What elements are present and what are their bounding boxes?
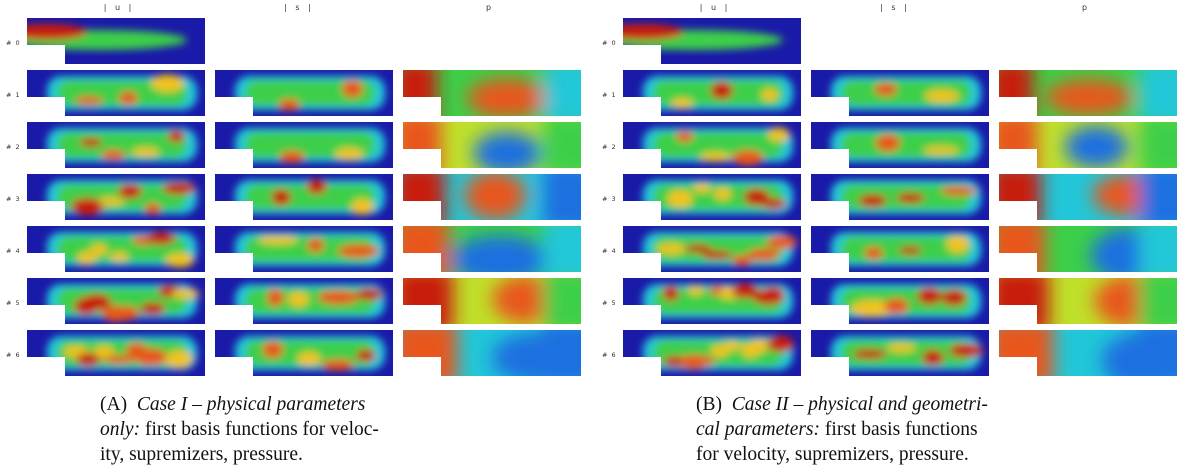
field-supremizer-mode-1 (215, 70, 393, 116)
field-supremizer-mode-4 (215, 226, 393, 272)
field-velocity-mode-2 (27, 122, 205, 168)
field-velocity-mode-0 (27, 18, 205, 64)
field-velocity-mode-4 (27, 226, 205, 272)
caption-b: (B) Case II – physical and geometri- cal… (696, 392, 1136, 467)
panel-b: | u | | s | p # 0 # 1 # 2 # 3 # 4 # 5 # 6 (B) … (596, 0, 1192, 473)
panel-a: | u | | s | p # 0 # 1 # 2 # 3 # 4 # 5 # 6 (A) … (6, 3, 581, 467)
field-supremizer-mode-5 (215, 278, 393, 324)
column-header-pressure: p (485, 3, 495, 12)
field-velocity-mode-4 (623, 226, 801, 272)
caption-a-text-end: ity, supremizers, pressure. (100, 444, 303, 465)
column-header-supremizer: | s | (284, 3, 314, 12)
row-label-mode-4: # 4 (602, 247, 617, 255)
field-pressure-mode-5 (999, 278, 1177, 324)
field-velocity-mode-5 (623, 278, 801, 324)
caption-a-text: first basis functions for veloc- (140, 419, 379, 440)
field-pressure-mode-4 (999, 226, 1177, 272)
row-label-mode-1: # 1 (602, 91, 617, 99)
row-label-mode-4: # 4 (6, 247, 21, 255)
caption-b-text: first basis functions (820, 419, 978, 440)
column-header-velocity: | u | (103, 3, 135, 12)
field-pressure-mode-3 (999, 174, 1177, 220)
row-label-mode-6: # 6 (6, 351, 21, 359)
caption-a: (A) Case I – physical parameters only: f… (100, 392, 520, 467)
caption-b-text-end: for velocity, supremizers, pressure. (696, 444, 969, 465)
row-label-mode-0: # 0 (6, 39, 21, 47)
field-supremizer-mode-2 (811, 122, 989, 168)
row-label-mode-6: # 6 (602, 351, 617, 359)
field-pressure-mode-1 (999, 70, 1177, 116)
field-velocity-mode-6 (623, 330, 801, 376)
field-velocity-mode-1 (27, 70, 205, 116)
caption-a-tag: (A) (100, 394, 128, 415)
field-supremizer-mode-6 (811, 330, 989, 376)
row-label-mode-5: # 5 (602, 299, 617, 307)
caption-a-title-cont: only: (100, 419, 141, 440)
field-pressure-mode-6 (999, 330, 1177, 376)
field-supremizer-mode-4 (811, 226, 989, 272)
row-label-mode-2: # 2 (6, 143, 21, 151)
column-header-velocity: | u | (699, 3, 731, 12)
field-velocity-mode-0 (623, 18, 801, 64)
field-supremizer-mode-3 (215, 174, 393, 220)
field-pressure-mode-3 (403, 174, 581, 220)
row-label-mode-1: # 1 (6, 91, 21, 99)
field-supremizer-mode-1 (811, 70, 989, 116)
field-pressure-mode-2 (403, 122, 581, 168)
field-velocity-mode-5 (27, 278, 205, 324)
row-label-mode-3: # 3 (602, 195, 617, 203)
column-header-pressure: p (1081, 3, 1091, 12)
field-velocity-mode-1 (623, 70, 801, 116)
field-supremizer-mode-6 (215, 330, 393, 376)
column-header-supremizer: | s | (880, 3, 910, 12)
caption-a-title: Case I – physical parameters (136, 394, 366, 415)
field-supremizer-mode-3 (811, 174, 989, 220)
caption-b-tag: (B) (696, 394, 722, 415)
field-pressure-mode-1 (403, 70, 581, 116)
field-supremizer-mode-2 (215, 122, 393, 168)
field-velocity-mode-6 (27, 330, 205, 376)
field-velocity-mode-3 (27, 174, 205, 220)
field-pressure-mode-2 (999, 122, 1177, 168)
row-label-mode-3: # 3 (6, 195, 21, 203)
row-label-mode-5: # 5 (6, 299, 21, 307)
caption-b-title-cont: cal parameters: (696, 419, 821, 440)
field-supremizer-mode-5 (811, 278, 989, 324)
field-pressure-mode-6 (403, 330, 581, 376)
field-velocity-mode-2 (623, 122, 801, 168)
row-label-mode-0: # 0 (602, 39, 617, 47)
field-pressure-mode-5 (403, 278, 581, 324)
field-pressure-mode-4 (403, 226, 581, 272)
caption-b-title: Case II – physical and geometri- (731, 394, 988, 415)
row-label-mode-2: # 2 (602, 143, 617, 151)
field-velocity-mode-3 (623, 174, 801, 220)
